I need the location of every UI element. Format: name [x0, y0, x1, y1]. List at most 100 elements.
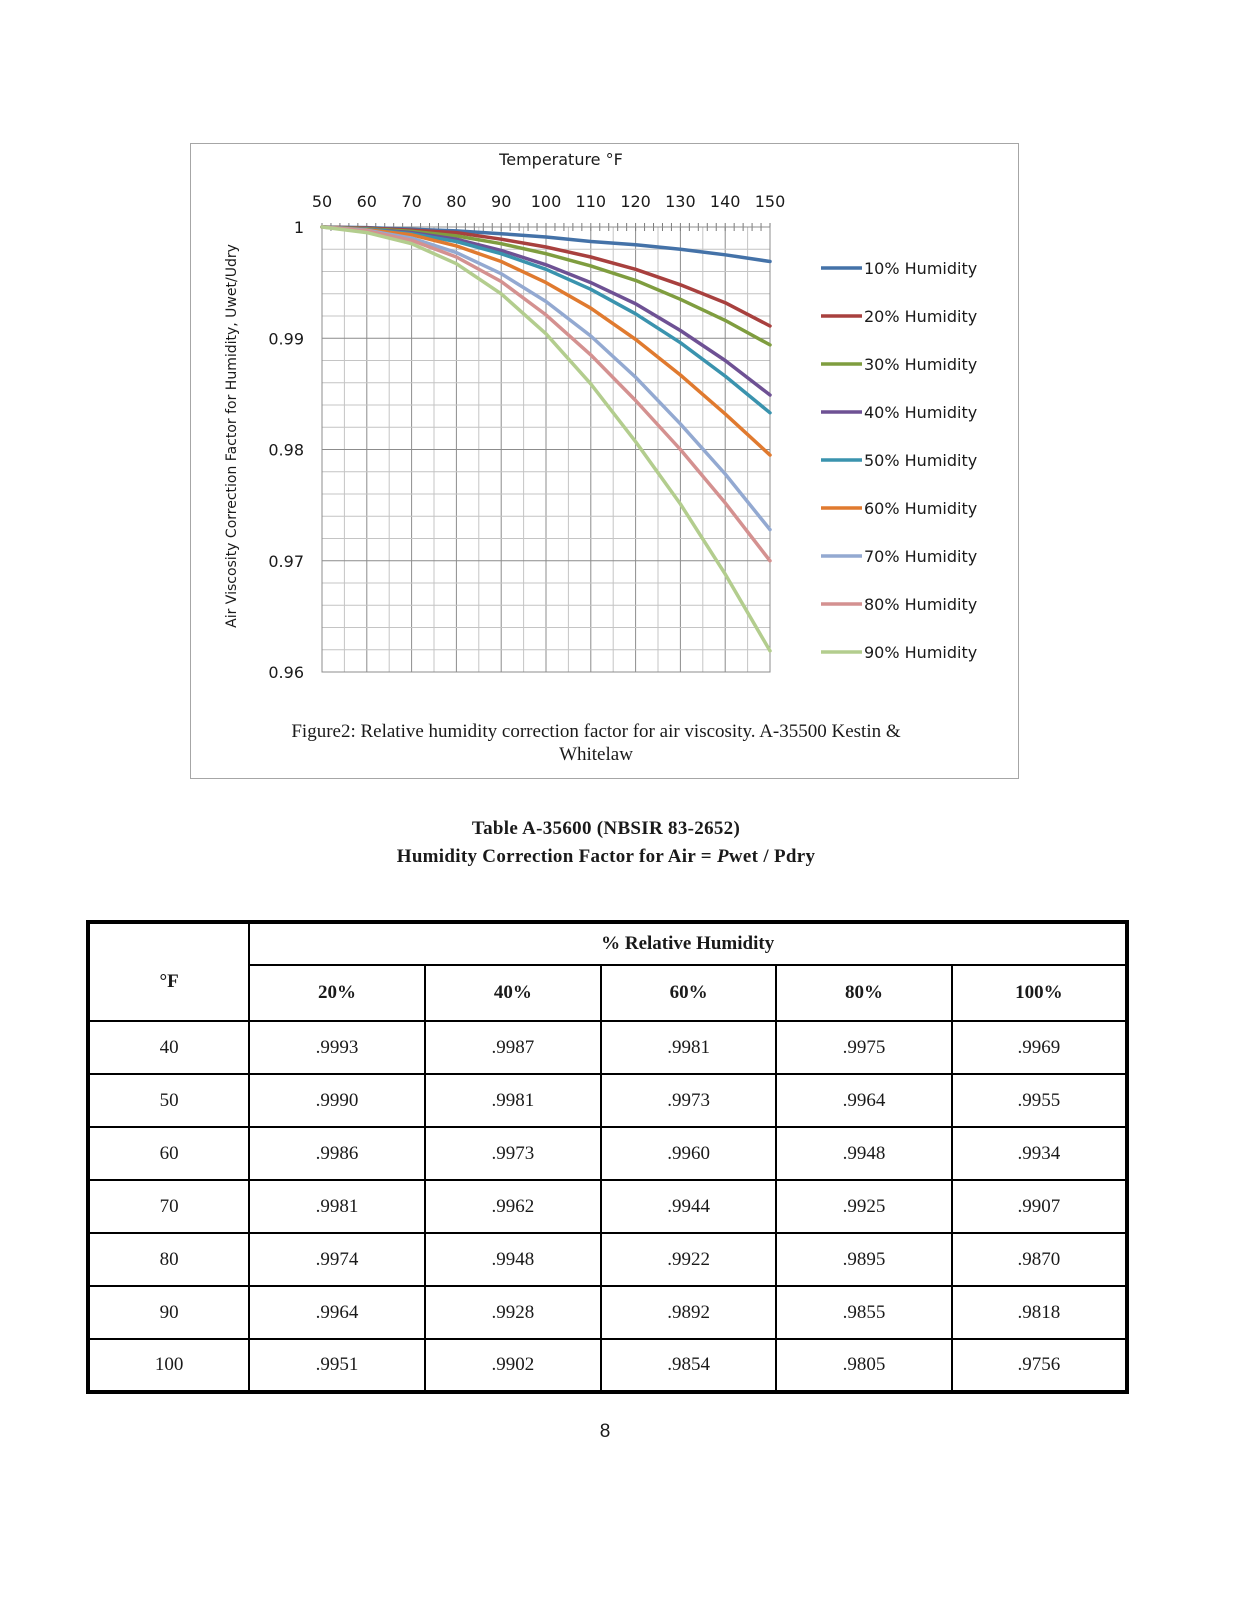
- value-cell: .9854: [599, 1338, 778, 1393]
- value-cell: .9855: [775, 1285, 953, 1340]
- series-line: [320, 225, 772, 457]
- humidity-correction-chart: 50 60 70 80 90 100 110 120 130 140 150 1 0.99 0.98 0.9…: [224, 150, 977, 682]
- corner-cell: [86, 921, 251, 965]
- table-row: 50 .9990 .9981 .9973 .9964 .9955: [86, 1073, 1129, 1128]
- temp-cell: 50: [86, 1073, 251, 1128]
- y-axis-title: Air Viscosity Correction Factor for Humi…: [224, 244, 240, 628]
- plot-area-border: [321, 226, 771, 673]
- x-axis-title: Temperature °F: [498, 150, 623, 169]
- legend-label: 50% Humidity: [864, 451, 977, 470]
- series-line: [320, 225, 772, 653]
- legend-label: 30% Humidity: [864, 355, 977, 374]
- table-row: 60 .9986 .9973 .9960 .9948 .9934: [86, 1126, 1129, 1181]
- x-tick-label: 150: [755, 192, 786, 211]
- legend-label: 20% Humidity: [864, 307, 977, 326]
- figure-caption-line-2: Whitelaw: [559, 744, 633, 765]
- value-cell: .9805: [775, 1338, 953, 1393]
- temp-cell: 80: [86, 1232, 251, 1287]
- x-tick-label: 60: [357, 192, 377, 211]
- table-subtitle-italic: P: [716, 846, 729, 867]
- table-subtitle-prefix: Humidity Correction Factor for Air =: [396, 846, 717, 867]
- y-tick-label: 0.96: [268, 663, 304, 682]
- column-header: 100%: [950, 964, 1129, 1022]
- value-cell: .9962: [423, 1179, 602, 1234]
- column-header: 60%: [599, 964, 778, 1022]
- humidity-correction-table: % Relative Humidity °F 20% 40% 60% 80% 1…: [86, 920, 1129, 1394]
- value-cell: .9973: [423, 1126, 602, 1181]
- temp-cell: 60: [86, 1126, 251, 1181]
- value-cell: .9870: [950, 1232, 1129, 1287]
- value-cell: .9948: [775, 1126, 953, 1181]
- table-row: 90 .9964 .9928 .9892 .9855 .9818: [86, 1285, 1129, 1340]
- x-tick-label: 100: [531, 192, 562, 211]
- value-cell: .9892: [599, 1285, 778, 1340]
- group-header: % Relative Humidity: [248, 921, 1128, 966]
- value-cell: .9974: [248, 1232, 426, 1287]
- figure-caption: Figure2: Relative humidity correction fa…: [251, 720, 941, 766]
- y-tick-label: 0.98: [268, 441, 304, 460]
- value-cell: .9964: [775, 1073, 953, 1128]
- value-cell: .9964: [248, 1285, 426, 1340]
- value-cell: .9960: [599, 1126, 778, 1181]
- value-cell: .9756: [950, 1338, 1129, 1393]
- column-header: 80%: [775, 964, 953, 1022]
- column-header: 40%: [423, 964, 602, 1022]
- value-cell: .9951: [248, 1338, 426, 1393]
- value-cell: .9928: [423, 1285, 602, 1340]
- legend-label: 70% Humidity: [864, 547, 977, 566]
- value-cell: .9944: [599, 1179, 778, 1234]
- series-line: [320, 225, 772, 563]
- legend-label: 80% Humidity: [864, 595, 977, 614]
- table-title: Table A-35600 (NBSIR 83-2652): [471, 818, 741, 839]
- x-tick-label: 140: [710, 192, 741, 211]
- x-tick-label: 120: [620, 192, 651, 211]
- x-tick-label: 80: [446, 192, 466, 211]
- value-cell: .9925: [775, 1179, 953, 1234]
- temp-cell: 40: [86, 1020, 251, 1075]
- figure-box: 50 60 70 80 90 100 110 120 130 140 150 1 0.99 0.98 0.9…: [190, 143, 1019, 779]
- y-tick-label: 0.99: [268, 329, 304, 348]
- value-cell: .9948: [423, 1232, 602, 1287]
- x-tick-label: 130: [665, 192, 696, 211]
- value-cell: .9975: [775, 1020, 953, 1075]
- x-tick-label: 90: [491, 192, 511, 211]
- value-cell: .9987: [423, 1020, 602, 1075]
- legend-label: 40% Humidity: [864, 403, 977, 422]
- value-cell: .9934: [950, 1126, 1129, 1181]
- table-subtitle-suffix: wet / Pdry: [728, 846, 816, 867]
- table-row: 70 .9981 .9962 .9944 .9925 .9907: [86, 1179, 1129, 1234]
- value-cell: .9969: [950, 1020, 1129, 1075]
- value-cell: .9818: [950, 1285, 1129, 1340]
- legend-label: 60% Humidity: [864, 499, 977, 518]
- page-number: 8: [599, 1421, 611, 1442]
- value-cell: .9902: [423, 1338, 602, 1393]
- value-cell: .9895: [775, 1232, 953, 1287]
- value-cell: .9973: [599, 1073, 778, 1128]
- table-row: 100 .9951 .9902 .9854 .9805 .9756: [86, 1338, 1129, 1393]
- table-subtitle: Humidity Correction Factor for Air = Pwe…: [0, 846, 1212, 868]
- value-cell: .9981: [248, 1179, 426, 1234]
- legend-label: 10% Humidity: [864, 259, 977, 278]
- figure-caption-line-1: Figure2: Relative humidity correction fa…: [291, 721, 901, 742]
- temp-cell: 70: [86, 1179, 251, 1234]
- value-cell: .9922: [599, 1232, 778, 1287]
- y-tick-label: 1: [294, 218, 304, 237]
- value-cell: .9981: [423, 1073, 602, 1128]
- x-tick-label: 110: [576, 192, 607, 211]
- x-tick-label: 50: [312, 192, 332, 211]
- legend-label: 90% Humidity: [864, 643, 977, 662]
- value-cell: .9986: [248, 1126, 426, 1181]
- y-tick-label: 0.97: [268, 552, 304, 571]
- value-cell: .9990: [248, 1073, 426, 1128]
- x-tick-label: 70: [401, 192, 421, 211]
- temp-cell: 100: [86, 1338, 251, 1393]
- table-row: 40 .9993 .9987 .9981 .9975 .9969: [86, 1020, 1129, 1075]
- table-row: 80 .9974 .9948 .9922 .9895 .9870: [86, 1232, 1129, 1287]
- value-cell: .9993: [248, 1020, 426, 1075]
- temp-cell: 90: [86, 1285, 251, 1340]
- value-cell: .9955: [950, 1073, 1129, 1128]
- column-header: 20%: [248, 964, 426, 1022]
- value-cell: .9981: [599, 1020, 778, 1075]
- value-cell: .9907: [950, 1179, 1129, 1234]
- row-header: °F: [86, 965, 251, 1022]
